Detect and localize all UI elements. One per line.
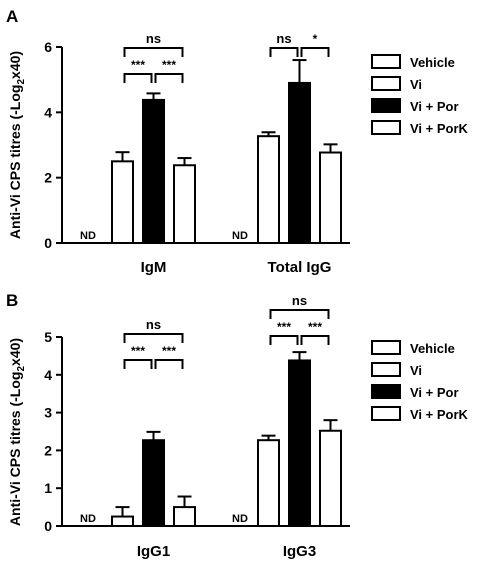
y-axis-title: Anti-Vi CPS titres (-Log2x40) [7, 51, 27, 239]
panel-label: A [6, 7, 18, 26]
legend-label: Vehicle [410, 55, 455, 70]
y-axis-title: Anti-Vi CPS titres (-Log2x40) [7, 338, 27, 526]
significance-bracket [123, 47, 184, 57]
nd-label: ND [80, 230, 96, 242]
bar [288, 359, 311, 527]
bar [257, 135, 280, 244]
y-axis-title-main: Anti-Vi CPS titres (-Log [7, 372, 23, 527]
significance-bracket [123, 333, 184, 343]
legend-label: Vi + PorK [410, 407, 469, 422]
significance-bracket [300, 47, 330, 57]
y-tick-label: 3 [44, 405, 52, 421]
nd-label: ND [80, 513, 96, 525]
legend-swatch [371, 384, 401, 399]
nd-label: ND [232, 513, 248, 525]
significance-label: *** [131, 58, 145, 72]
significance-bracket [269, 309, 330, 319]
bar [173, 506, 196, 528]
legend-swatch [371, 54, 401, 69]
legend-swatch [371, 98, 401, 113]
significance-bracket [123, 73, 153, 83]
legend-swatch [371, 340, 401, 355]
bar [111, 160, 134, 244]
y-tick-label: 6 [44, 39, 52, 55]
bar [142, 98, 165, 244]
significance-bracket [269, 47, 299, 57]
legend-label: Vi [410, 77, 422, 92]
y-axis-title-end: x40) [7, 51, 23, 79]
category-label: IgG3 [283, 543, 316, 560]
y-tick-label: 2 [44, 442, 52, 458]
bar [288, 81, 311, 244]
legend-label: Vi + Por [410, 99, 459, 114]
significance-bracket [154, 73, 184, 83]
bar [257, 439, 280, 527]
legend-swatch [371, 406, 401, 421]
legend-label: Vi + PorK [410, 121, 469, 136]
significance-label: *** [277, 320, 291, 334]
bar [173, 164, 196, 244]
y-tick-label: 5 [44, 329, 52, 345]
bar [111, 515, 134, 527]
nd-label: ND [232, 230, 248, 242]
y-axis-title-subscript: 2 [16, 79, 27, 85]
y-axis-title-main: Anti-Vi CPS titres (-Log [7, 85, 23, 240]
legend-label: Vi + Por [410, 385, 459, 400]
significance-label: ns [146, 31, 161, 46]
category-label: IgM [141, 259, 167, 276]
y-tick-label: 0 [44, 518, 52, 534]
y-tick-label: 4 [44, 104, 52, 120]
panel-label: B [6, 291, 18, 310]
significance-bracket [300, 335, 330, 345]
y-axis-title-end: x40) [7, 338, 23, 366]
bar [319, 151, 342, 244]
legend-swatch [371, 362, 401, 377]
significance-bracket [123, 359, 153, 369]
bar [319, 429, 342, 527]
y-axis-title-subscript: 2 [16, 366, 27, 372]
significance-label: *** [131, 344, 145, 358]
significance-label: ns [276, 31, 291, 46]
legend-label: Vehicle [410, 341, 455, 356]
y-tick-label: 1 [44, 480, 52, 496]
legend-label: Vi [410, 363, 422, 378]
significance-label: ns [292, 293, 307, 308]
category-label: IgG1 [137, 543, 170, 560]
significance-bracket [269, 335, 299, 345]
y-tick-label: 0 [44, 235, 52, 251]
significance-label: ns [146, 317, 161, 332]
bar [142, 439, 165, 527]
legend-swatch [371, 76, 401, 91]
significance-bracket [154, 359, 184, 369]
significance-label: *** [162, 344, 176, 358]
significance-label: *** [308, 320, 322, 334]
category-label: Total IgG [268, 259, 332, 276]
y-tick-label: 2 [44, 170, 52, 186]
legend-swatch [371, 120, 401, 135]
significance-label: * [313, 32, 318, 46]
y-tick-label: 4 [44, 367, 52, 383]
significance-label: *** [162, 58, 176, 72]
